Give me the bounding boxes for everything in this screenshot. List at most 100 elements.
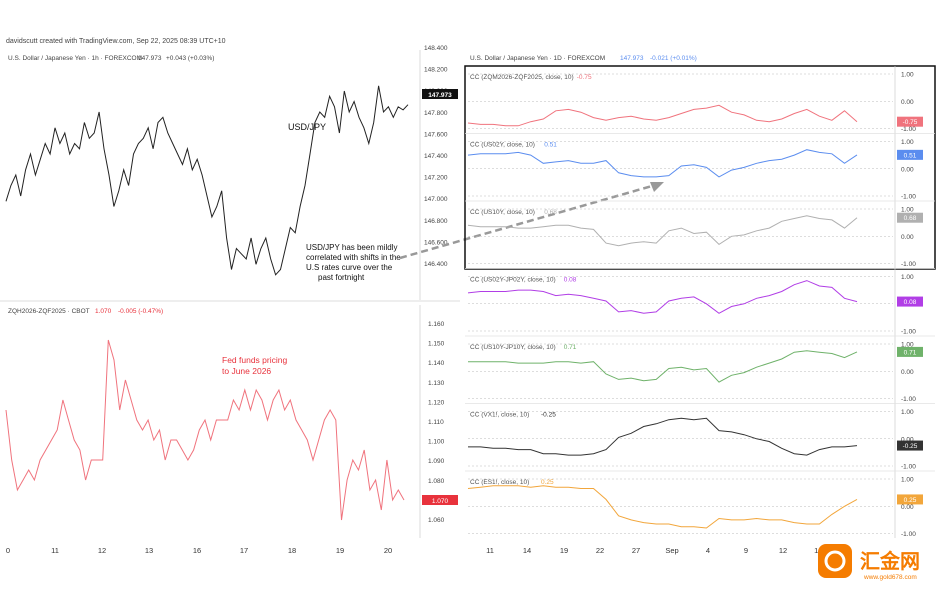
usdjpy-y-tick: 147.600 bbox=[424, 131, 448, 138]
cc-y-tick: 1.00 bbox=[901, 72, 914, 79]
left-x-ticks: 0 11 12 13 16 17 18 19 20 bbox=[6, 546, 392, 555]
cc-y-tick: -1.00 bbox=[901, 194, 916, 201]
header-credit: davidscutt created with TradingView.com,… bbox=[6, 38, 226, 45]
cc-series-value: 0.51 bbox=[544, 142, 557, 149]
cc-series-name: CC (VX1!, close, 10) bbox=[470, 412, 529, 419]
fedfunds-change: -0.005 (-0.47%) bbox=[118, 308, 163, 315]
left-x-tick: 18 bbox=[288, 546, 296, 555]
usdjpy-y-ticks: 148.400148.200148.000147.800147.600147.4… bbox=[424, 45, 448, 268]
right-x-tick: 19 bbox=[560, 546, 568, 555]
cc-y-tick: 0.00 bbox=[901, 166, 914, 173]
cc-last-badge bbox=[897, 116, 923, 127]
right-x-tick: 4 bbox=[706, 546, 710, 555]
fedfunds-y-tick: 1.130 bbox=[428, 380, 445, 387]
fedfunds-y-tick: 1.080 bbox=[428, 478, 445, 485]
cc-last-badge bbox=[897, 212, 923, 223]
fedfunds-annotation-2: to June 2026 bbox=[222, 366, 271, 376]
cc-last-badge-text: -0.75 bbox=[903, 119, 918, 126]
cc-y-tick: 1.00 bbox=[901, 409, 914, 416]
watermark-logo-icon bbox=[818, 544, 852, 578]
cc-panel-gray: 1.00 0.00 -1.00 CC (US10Y, close, 10) 0.68 0.… bbox=[465, 200, 935, 268]
watermark-cn: 汇金网 bbox=[860, 549, 920, 573]
cc-series-value: -0.75 bbox=[577, 74, 592, 81]
cc-series-line bbox=[467, 104, 858, 127]
cc-y-tick: 0.00 bbox=[901, 234, 914, 241]
cc-series-value: 0.68 bbox=[544, 209, 557, 216]
cc-series-value: 0.71 bbox=[564, 344, 577, 351]
note-arrow-head bbox=[650, 182, 664, 192]
highlight-box bbox=[464, 65, 936, 270]
left-x-tick: 11 bbox=[51, 546, 59, 555]
usdjpy-y-tick: 146.400 bbox=[424, 261, 448, 268]
usdjpy-series-line bbox=[5, 85, 409, 276]
right-x-tick: 27 bbox=[632, 546, 640, 555]
cc-series-line bbox=[467, 485, 858, 529]
cc-y-tick: 1.00 bbox=[901, 274, 914, 281]
cc-y-tick: 0.00 bbox=[901, 436, 914, 443]
cc-series-value: 0.25 bbox=[541, 479, 554, 486]
cc-y-tick: -1.00 bbox=[901, 329, 916, 336]
cc-panel-dark: 1.00 0.00 -1.00 CC (VX1!, close, 10) -0.25 -0… bbox=[465, 403, 935, 471]
cc-y-tick: 1.00 bbox=[901, 139, 914, 146]
cc-y-tick: -1.00 bbox=[901, 261, 916, 268]
cc-last-badge-text: 0.25 bbox=[904, 497, 917, 504]
usdjpy-y-tick: 146.800 bbox=[424, 218, 448, 225]
correlation-panel: U.S. Dollar / Japanese Yen · 1D · FOREXC… bbox=[464, 55, 936, 555]
right-last: 147.973 bbox=[620, 55, 644, 62]
fedfunds-y-tick: 1.110 bbox=[428, 419, 444, 426]
fedfunds-y-tick: 1.160 bbox=[428, 321, 445, 328]
note-line-3: U.S rates curve over the bbox=[306, 263, 393, 272]
usdjpy-last-badge bbox=[422, 89, 458, 99]
cc-series-line bbox=[468, 417, 858, 456]
fedfunds-y-tick: 1.090 bbox=[428, 458, 445, 465]
usdjpy-last: 147.973 bbox=[138, 55, 162, 62]
fedfunds-last: 1.070 bbox=[95, 308, 112, 315]
fedfunds-y-ticks: 1.160 1.150 1.140 1.130 1.120 1.110 1.100 1.090… bbox=[428, 321, 445, 524]
right-x-tick: Sep bbox=[665, 546, 678, 555]
left-x-tick: 20 bbox=[384, 546, 392, 555]
note-line-4: past fortnight bbox=[318, 273, 365, 282]
fedfunds-last-badge-text: 1.070 bbox=[432, 498, 449, 505]
right-x-tick: 9 bbox=[744, 546, 748, 555]
fedfunds-panel: ZQH2026-ZQF2025 · CBOT 1.070 -0.005 (-0.… bbox=[5, 305, 458, 538]
cc-series-name: CC (ES1!, close, 10) bbox=[470, 479, 529, 486]
cc-y-tick: 1.00 bbox=[901, 207, 914, 214]
left-x-tick: 13 bbox=[145, 546, 153, 555]
cc-y-tick: 1.00 bbox=[901, 342, 914, 349]
right-x-ticks: 1114192227Sep49121… bbox=[486, 546, 826, 555]
right-title: U.S. Dollar / Japanese Yen · 1D · FOREXC… bbox=[470, 55, 605, 62]
fedfunds-y-tick: 1.120 bbox=[428, 399, 445, 406]
cc-series-name: CC (ZQM2026-ZQF2025, close, 10) bbox=[470, 74, 574, 81]
cc-panel-orange: 1.00 0.00 -1.00 CC (ES1!, close, 10) 0.25 0.2… bbox=[465, 470, 935, 538]
right-change: -0.021 (+0.01%) bbox=[650, 55, 697, 62]
usdjpy-y-tick: 147.400 bbox=[424, 153, 448, 160]
usdjpy-y-tick: 148.200 bbox=[424, 67, 448, 74]
cc-series-name: CC (US02Y-JP02Y, close, 10) bbox=[470, 277, 556, 284]
right-x-tick: 22 bbox=[596, 546, 604, 555]
usdjpy-last-badge-text: 147.973 bbox=[428, 92, 452, 99]
cc-y-tick: -1.00 bbox=[901, 126, 916, 133]
fedfunds-y-tick: 1.150 bbox=[428, 341, 445, 348]
cc-last-badge bbox=[897, 149, 923, 160]
cc-y-tick: 0.00 bbox=[901, 504, 914, 511]
fedfunds-y-tick: 1.060 bbox=[428, 517, 445, 524]
note-line-2: correlated with shifts in the bbox=[306, 253, 401, 262]
watermark-logo-ring bbox=[824, 550, 846, 572]
left-x-tick: 17 bbox=[240, 546, 248, 555]
usdjpy-y-tick: 148.400 bbox=[424, 45, 448, 52]
cc-series-name: CC (US10Y-JP10Y, close, 10) bbox=[470, 344, 556, 351]
cc-y-tick: -1.00 bbox=[901, 396, 916, 403]
cc-last-badge-text: -0.25 bbox=[903, 443, 918, 450]
fedfunds-annotation-1: Fed funds pricing bbox=[222, 355, 287, 365]
cc-last-badge bbox=[897, 494, 923, 505]
cc-series-value: -0.25 bbox=[541, 412, 556, 419]
cc-series-line bbox=[467, 149, 858, 178]
note-line-1: USD/JPY has been mildly bbox=[306, 243, 397, 252]
left-x-tick: 19 bbox=[336, 546, 344, 555]
cc-series-line bbox=[468, 350, 858, 383]
usdjpy-annotation: USD/JPY bbox=[288, 122, 326, 132]
usdjpy-change: +0.043 (+0.03%) bbox=[166, 55, 214, 62]
cc-last-badge bbox=[897, 346, 923, 357]
cc-y-tick: -1.00 bbox=[901, 531, 916, 538]
